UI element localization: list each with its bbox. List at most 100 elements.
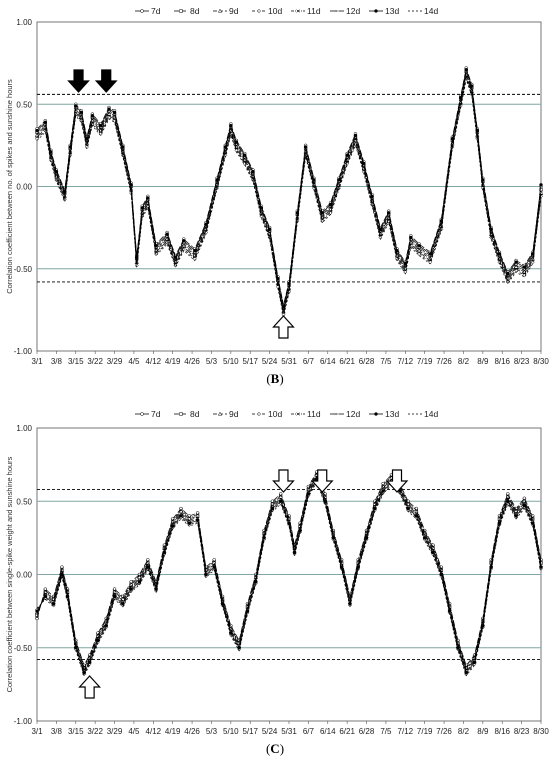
data-point-13d bbox=[328, 202, 333, 207]
x-tick-label: 8/9 bbox=[477, 357, 489, 366]
x-tick-label: 5/24 bbox=[262, 357, 278, 366]
data-point-11d bbox=[328, 206, 333, 210]
data-point-13d bbox=[417, 243, 421, 248]
data-point-13d bbox=[489, 565, 493, 569]
legend-swatch-10d-marker bbox=[257, 8, 261, 14]
data-point-13d bbox=[179, 514, 183, 518]
x-tick-label: 4/26 bbox=[184, 357, 200, 366]
data-point-13d bbox=[378, 227, 383, 232]
x-tick-label: 6/21 bbox=[339, 357, 355, 366]
legend-label-12d: 12d bbox=[346, 409, 360, 419]
data-point-13d bbox=[60, 572, 64, 577]
x-tick-label: 7/19 bbox=[417, 357, 433, 366]
data-point-13d bbox=[497, 252, 502, 256]
x-tick-label: 4/12 bbox=[146, 727, 162, 736]
data-point-13d bbox=[51, 602, 56, 606]
x-tick-label: 3/29 bbox=[107, 357, 123, 366]
series-line-11d bbox=[36, 472, 542, 668]
series-line-9d bbox=[36, 73, 542, 312]
legend-swatch-9d-marker bbox=[217, 411, 223, 416]
x-tick-label: 5/31 bbox=[281, 357, 297, 366]
x-tick-label: 4/12 bbox=[146, 357, 162, 366]
data-point-13d bbox=[154, 243, 158, 248]
data-point-13d bbox=[403, 262, 408, 266]
data-point-11d bbox=[414, 508, 419, 512]
y-tick-label: 1.00 bbox=[16, 424, 32, 433]
series-line-10d bbox=[36, 479, 542, 675]
data-point-13d bbox=[514, 260, 518, 264]
legend-label-10d: 10d bbox=[268, 6, 282, 16]
legend-swatch-9d-marker bbox=[217, 8, 223, 13]
data-point-11d bbox=[121, 596, 125, 600]
data-point-13d bbox=[456, 646, 460, 650]
x-tick-label: 6/21 bbox=[339, 727, 355, 736]
data-point-13d bbox=[212, 565, 216, 569]
y-axis-label: Correlation coefficient between no. of s… bbox=[5, 79, 14, 294]
x-tick-label: 8/2 bbox=[458, 357, 470, 366]
data-point-11d bbox=[146, 559, 150, 563]
data-point-11d bbox=[439, 566, 443, 571]
x-tick-label: 3/1 bbox=[31, 357, 43, 366]
x-tick-label: 8/23 bbox=[514, 727, 530, 736]
data-point-13d bbox=[395, 248, 399, 253]
data-point-13d bbox=[364, 536, 369, 540]
data-point-11d bbox=[417, 247, 421, 251]
x-tick-label: 3/8 bbox=[51, 727, 63, 736]
data-point-7d bbox=[43, 587, 48, 591]
data-point-13d bbox=[35, 609, 39, 613]
data-point-13d bbox=[182, 239, 186, 243]
x-tick-label: 4/26 bbox=[184, 727, 200, 736]
data-point-13d bbox=[195, 518, 200, 523]
legend-swatch-11d-marker bbox=[296, 9, 300, 13]
data-point-11d bbox=[212, 559, 216, 563]
x-tick-label: 3/8 bbox=[51, 357, 63, 366]
data-point-13d bbox=[90, 114, 95, 118]
x-tick-label: 3/15 bbox=[68, 357, 84, 366]
legend-label-8d: 8d bbox=[190, 6, 200, 16]
series-line-11d bbox=[36, 71, 542, 310]
panel-b-caption-letter: B bbox=[271, 371, 280, 386]
data-point-11d bbox=[35, 132, 39, 136]
arrow-up-marker bbox=[272, 315, 295, 339]
series-12d bbox=[35, 475, 543, 671]
series-13d bbox=[35, 67, 543, 309]
data-point-13d bbox=[146, 565, 150, 569]
y-tick-label: 0.00 bbox=[16, 571, 32, 580]
x-tick-label: 7/12 bbox=[398, 357, 414, 366]
data-point-13d bbox=[54, 169, 59, 174]
legend-swatch-8d-marker bbox=[179, 9, 183, 13]
x-tick-label: 4/5 bbox=[128, 357, 140, 366]
legend-swatch-10d-marker bbox=[257, 411, 261, 417]
series-line-8d bbox=[36, 474, 542, 670]
x-tick-label: 6/14 bbox=[320, 357, 336, 366]
data-point-7d bbox=[195, 511, 200, 515]
series-9d bbox=[34, 72, 544, 313]
data-point-13d bbox=[242, 153, 247, 157]
data-point-13d bbox=[137, 580, 142, 584]
data-point-11d bbox=[171, 518, 175, 522]
data-point-13d bbox=[472, 660, 477, 665]
data-point-13d bbox=[312, 178, 316, 182]
data-point-13d bbox=[409, 235, 413, 240]
data-point-10d bbox=[84, 144, 89, 150]
x-tick-label: 8/23 bbox=[514, 357, 530, 366]
series-line-13d bbox=[36, 478, 542, 674]
series-8d bbox=[35, 473, 543, 670]
data-point-13d bbox=[223, 145, 228, 149]
data-point-11d bbox=[320, 214, 324, 218]
x-tick-label: 5/17 bbox=[242, 727, 258, 736]
data-point-13d bbox=[107, 107, 111, 111]
y-tick-label: 0.00 bbox=[16, 183, 32, 192]
data-point-13d bbox=[303, 145, 308, 149]
data-point-13d bbox=[506, 271, 510, 276]
data-point-11d bbox=[428, 255, 432, 259]
y-tick-label: -0.50 bbox=[14, 265, 33, 274]
data-point-13d bbox=[270, 506, 275, 511]
data-point-13d bbox=[68, 145, 72, 149]
x-tick-label: 7/26 bbox=[436, 727, 452, 736]
data-point-13d bbox=[539, 183, 543, 187]
legend-label-7d: 7d bbox=[151, 6, 161, 16]
series-10d bbox=[35, 478, 543, 677]
x-tick-label: 6/28 bbox=[359, 357, 375, 366]
